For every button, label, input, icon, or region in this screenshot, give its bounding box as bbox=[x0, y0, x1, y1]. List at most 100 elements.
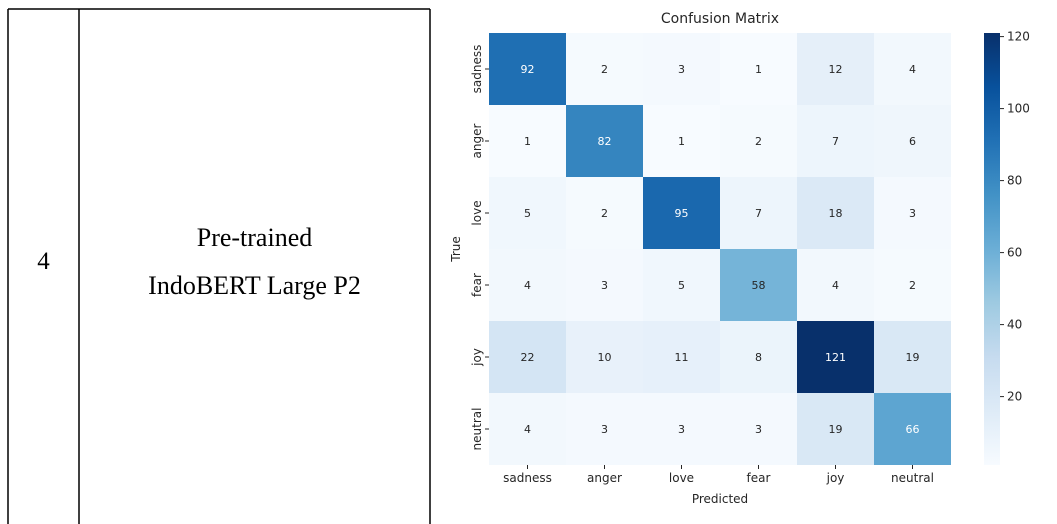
cell-value-label: 3 bbox=[678, 63, 685, 76]
heatmap-cell bbox=[874, 105, 951, 177]
heatmap-cell bbox=[797, 33, 874, 105]
cell-value-label: 3 bbox=[678, 423, 685, 436]
cell-value-label: 3 bbox=[755, 423, 762, 436]
cell-value-label: 18 bbox=[829, 207, 843, 220]
heatmap-cell bbox=[874, 249, 951, 321]
y-tick-label: neutral bbox=[470, 408, 484, 451]
model-name-line-2: IndoBERT Large P2 bbox=[148, 271, 361, 300]
x-tick-label: neutral bbox=[891, 471, 934, 485]
cell-value-label: 7 bbox=[832, 135, 839, 148]
cell-value-label: 82 bbox=[598, 135, 612, 148]
heatmap-cell bbox=[643, 393, 720, 465]
colorbar-tick-label: 60 bbox=[1007, 246, 1022, 260]
x-tick-label: love bbox=[669, 471, 694, 485]
y-tick-label: joy bbox=[470, 348, 484, 367]
heatmap-cell bbox=[643, 177, 720, 249]
heatmap-cells: 92 2 3 1 12 41 82 1 2 7 65 2 95 7 18 34 3 5 58 4 222 10 11 8 121… bbox=[489, 33, 951, 465]
heatmap-cell bbox=[643, 105, 720, 177]
cell-value-label: 11 bbox=[675, 351, 689, 364]
cell-value-label: 3 bbox=[601, 279, 608, 292]
x-tick-label: sadness bbox=[503, 471, 552, 485]
cell-value-label: 4 bbox=[909, 63, 916, 76]
cell-value-label: 1 bbox=[678, 135, 685, 148]
colorbar-ticks: 20 40 60 80 100 120 bbox=[1000, 30, 1030, 404]
heatmap-cell bbox=[720, 177, 797, 249]
cell-value-label: 3 bbox=[601, 423, 608, 436]
heatmap-cell bbox=[489, 321, 566, 393]
colorbar-tick-label: 100 bbox=[1007, 102, 1030, 116]
y-tick-label: anger bbox=[470, 123, 484, 158]
heatmap-cell bbox=[566, 393, 643, 465]
row-number: 4 bbox=[37, 248, 50, 275]
heatmap-cell bbox=[643, 33, 720, 105]
heatmap-cell bbox=[874, 393, 951, 465]
cell-value-label: 4 bbox=[524, 279, 531, 292]
colorbar-tick-label: 20 bbox=[1007, 390, 1022, 404]
axis-ticks: sadness anger love fear joy neutral sadness ang… bbox=[470, 45, 934, 485]
heatmap-cell bbox=[489, 177, 566, 249]
row-number-cell: 4 bbox=[8, 248, 79, 276]
cell-value-label: 66 bbox=[906, 423, 920, 436]
heatmap-cell bbox=[720, 321, 797, 393]
heatmap-cell bbox=[643, 321, 720, 393]
heatmap-cell bbox=[489, 393, 566, 465]
heatmap-cell bbox=[566, 33, 643, 105]
cell-value-label: 12 bbox=[829, 63, 843, 76]
cell-value-label: 2 bbox=[909, 279, 916, 292]
colorbar-tick-label: 40 bbox=[1007, 318, 1022, 332]
heatmap-cell bbox=[566, 249, 643, 321]
heatmap-cell bbox=[566, 105, 643, 177]
cell-value-label: 22 bbox=[521, 351, 535, 364]
heatmap-cell bbox=[720, 105, 797, 177]
model-name-cell: Pre-trained IndoBERT Large P2 bbox=[79, 214, 430, 310]
heatmap-cell bbox=[720, 393, 797, 465]
cell-value-label: 6 bbox=[909, 135, 916, 148]
heatmap-cell bbox=[797, 177, 874, 249]
cell-value-label: 3 bbox=[909, 207, 916, 220]
cell-value-label: 7 bbox=[755, 207, 762, 220]
heatmap-cell bbox=[797, 321, 874, 393]
heatmap-cell bbox=[643, 249, 720, 321]
heatmap-cell bbox=[489, 33, 566, 105]
heatmap-cell bbox=[720, 33, 797, 105]
cell-value-label: 2 bbox=[601, 207, 608, 220]
cell-value-label: 1 bbox=[755, 63, 762, 76]
y-tick-label: love bbox=[470, 200, 484, 225]
x-tick-label: anger bbox=[587, 471, 622, 485]
colorbar-tick-label: 120 bbox=[1007, 30, 1030, 44]
cell-value-label: 2 bbox=[755, 135, 762, 148]
heatmap-cell bbox=[874, 321, 951, 393]
cell-value-label: 1 bbox=[524, 135, 531, 148]
y-axis-label: True bbox=[449, 236, 463, 263]
x-tick-label: fear bbox=[747, 471, 771, 485]
heatmap-cell bbox=[797, 249, 874, 321]
heatmap-cell bbox=[797, 393, 874, 465]
cell-value-label: 95 bbox=[675, 207, 689, 220]
heatmap-cell bbox=[874, 177, 951, 249]
cell-value-label: 92 bbox=[521, 63, 535, 76]
cell-value-label: 5 bbox=[678, 279, 685, 292]
y-tick-label: fear bbox=[470, 273, 484, 297]
x-axis-label: Predicted bbox=[692, 492, 748, 506]
x-tick-label: joy bbox=[826, 471, 845, 485]
heatmap-cell bbox=[489, 105, 566, 177]
cell-value-label: 19 bbox=[829, 423, 843, 436]
confusion-matrix-chart: Confusion Matrix 92 2 3 1 12 41 82 1 2 7 65 2 95 7 18 3… bbox=[449, 11, 1030, 506]
cell-value-label: 58 bbox=[752, 279, 766, 292]
heatmap-cell bbox=[566, 177, 643, 249]
colorbar bbox=[984, 33, 1000, 465]
cell-value-label: 4 bbox=[524, 423, 531, 436]
heatmap-cell bbox=[720, 249, 797, 321]
model-name-line-1: Pre-trained bbox=[196, 223, 313, 252]
cell-value-label: 19 bbox=[906, 351, 920, 364]
heatmap-cell bbox=[874, 33, 951, 105]
chart-title: Confusion Matrix bbox=[661, 11, 779, 27]
heatmap-cell bbox=[566, 321, 643, 393]
y-tick-label: sadness bbox=[470, 45, 484, 94]
heatmap-cell bbox=[489, 249, 566, 321]
cell-value-label: 2 bbox=[601, 63, 608, 76]
colorbar-tick-label: 80 bbox=[1007, 174, 1022, 188]
cell-value-label: 5 bbox=[524, 207, 531, 220]
heatmap-cell bbox=[797, 105, 874, 177]
